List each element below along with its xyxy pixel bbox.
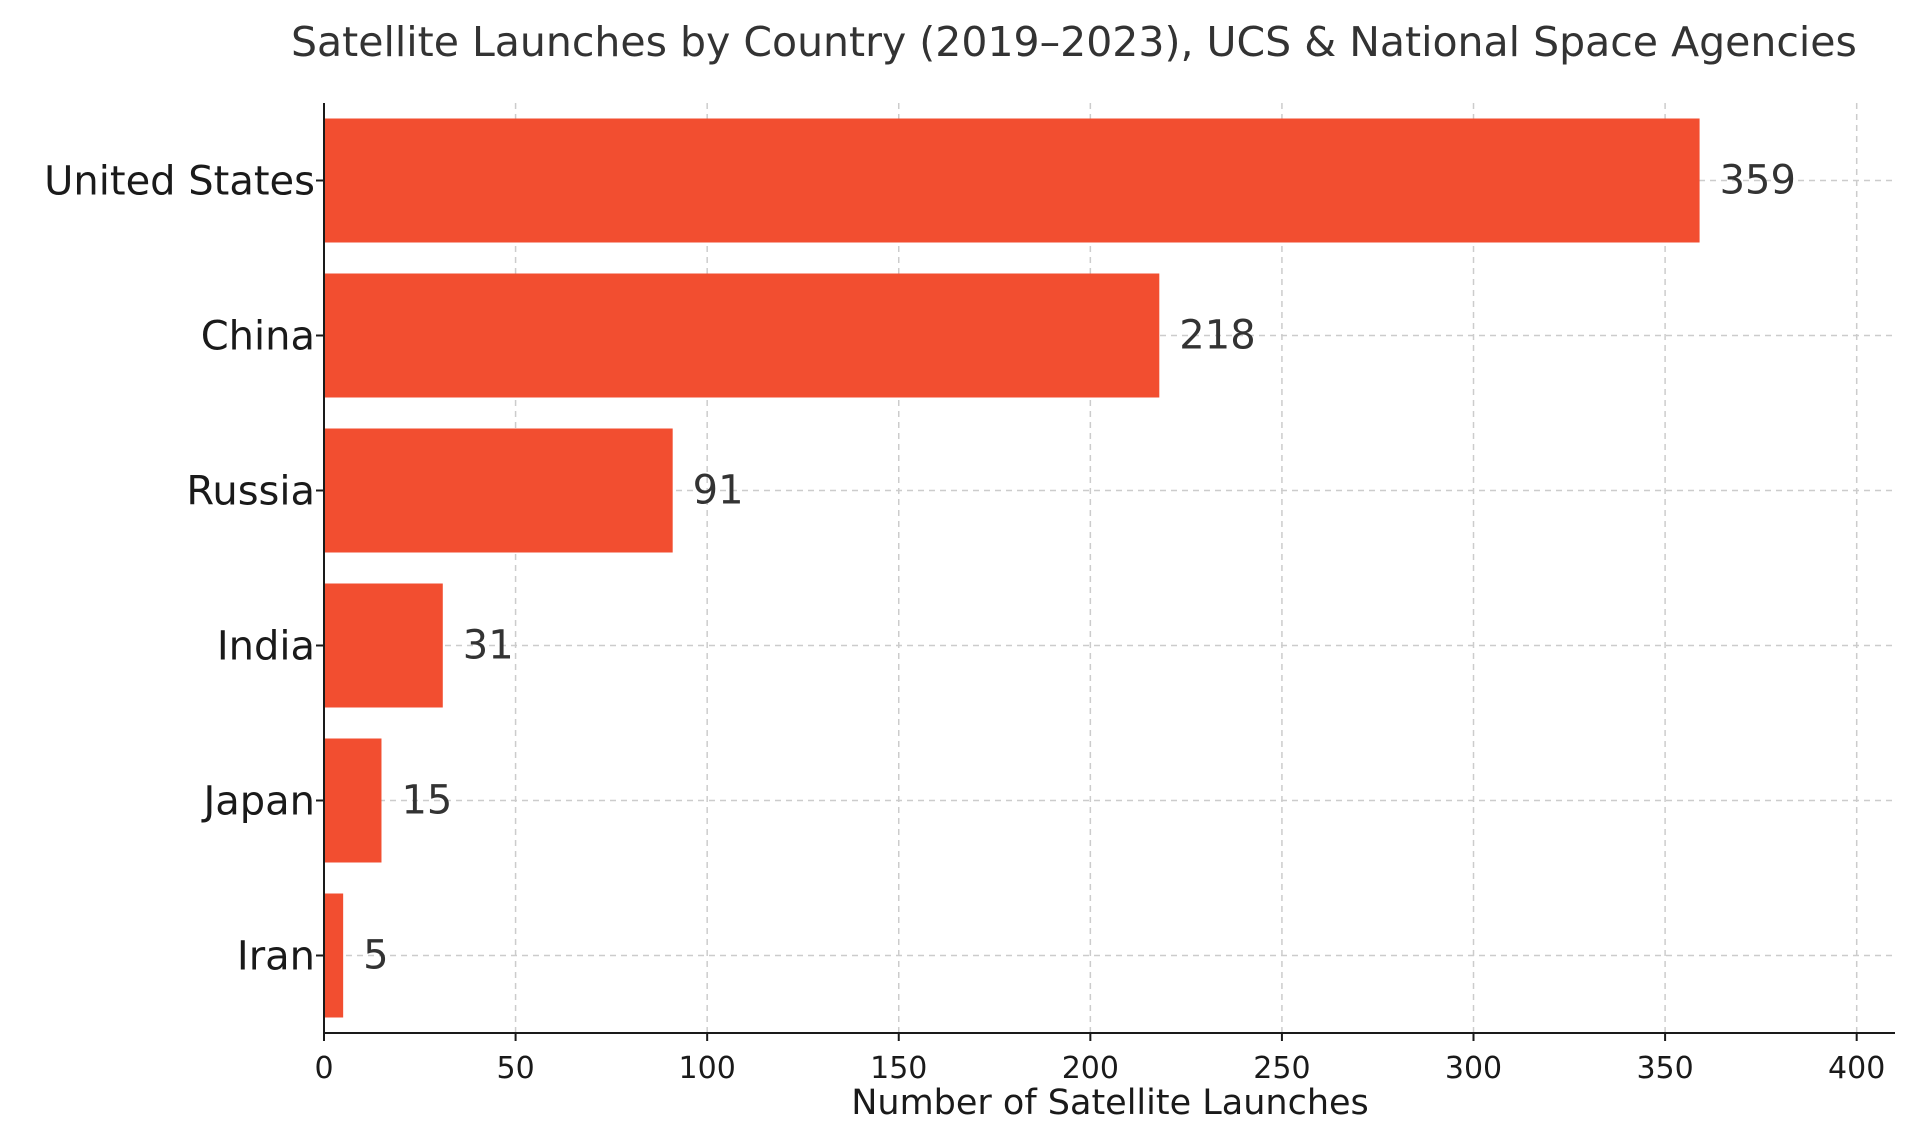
y-tick-label: India xyxy=(217,624,315,670)
axis-layer: 0 50 100 150 200 250 300 350 400 xyxy=(314,103,1895,1086)
bar xyxy=(324,583,443,708)
bar xyxy=(324,893,344,1018)
x-tick-label: 0 xyxy=(314,1051,333,1086)
label-layer: United States 359 China 218 Russia 91 India 31 J… xyxy=(44,158,1796,980)
y-tick-label: United States xyxy=(44,159,315,205)
data-label: 359 xyxy=(1720,158,1796,204)
data-label: 218 xyxy=(1179,313,1255,359)
bar xyxy=(324,118,1700,243)
x-axis-label: Number of Satellite Launches xyxy=(851,1083,1369,1123)
y-tick-label: Japan xyxy=(200,779,315,825)
bar-layer xyxy=(324,118,1700,1018)
y-tick-label: China xyxy=(201,314,315,360)
x-tick-label: 100 xyxy=(679,1051,736,1086)
x-tick-label: 150 xyxy=(870,1051,927,1086)
data-label: 31 xyxy=(463,623,514,669)
x-tick-label: 250 xyxy=(1253,1051,1310,1086)
x-tick-label: 350 xyxy=(1636,1051,1693,1086)
bar xyxy=(324,428,673,553)
data-label: 15 xyxy=(401,778,452,824)
data-label: 91 xyxy=(693,468,744,514)
chart-title: Satellite Launches by Country (2019–2023… xyxy=(291,18,1857,66)
x-tick-label: 50 xyxy=(496,1051,534,1086)
y-tick-label: Iran xyxy=(237,934,315,980)
x-tick-label: 200 xyxy=(1062,1051,1119,1086)
data-label: 5 xyxy=(363,933,388,979)
y-tick-label: Russia xyxy=(186,469,315,515)
bar xyxy=(324,738,382,863)
bar xyxy=(324,273,1160,398)
x-tick-label: 300 xyxy=(1445,1051,1502,1086)
x-tick-label: 400 xyxy=(1828,1051,1885,1086)
